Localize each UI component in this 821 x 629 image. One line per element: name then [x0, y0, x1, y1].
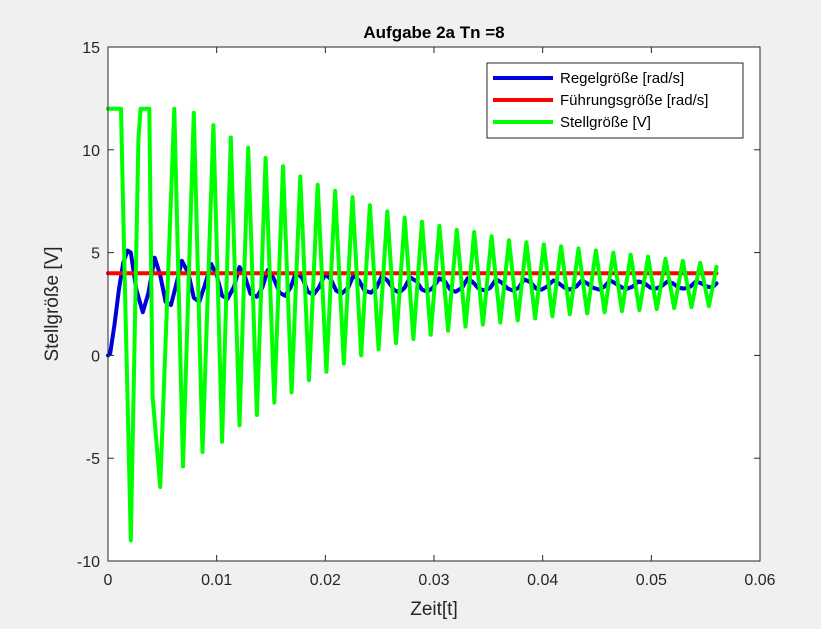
y-tick-label: -10 — [77, 554, 100, 571]
y-tick-label: 0 — [91, 348, 100, 365]
legend-entry-2: Stellgröße [V] — [560, 114, 651, 131]
axes: 0 0.01 0.02 0.03 0.04 0.05 0.06 -10 -5 0 5 10 15 — [77, 40, 776, 589]
y-tick-label: -5 — [86, 451, 100, 468]
y-tick-label: 15 — [82, 40, 100, 57]
x-tick-label: 0.03 — [418, 572, 449, 589]
x-tick-label: 0.05 — [636, 572, 667, 589]
series-layer — [106, 106, 719, 543]
legend-entry-1: Führungsgröße [rad/s] — [560, 92, 708, 109]
series-line-2 — [106, 106, 719, 543]
chart-title: Aufgabe 2a Tn =8 — [363, 23, 504, 42]
x-axis-label: Zeit[t] — [410, 599, 458, 620]
y-tick-label: 5 — [91, 246, 100, 263]
x-tick-label: 0.06 — [744, 572, 775, 589]
legend-entry-0: Regelgröße [rad/s] — [560, 70, 684, 87]
legend: Regelgröße [rad/s] Führungsgröße [rad/s] S… — [486, 62, 744, 139]
x-tick-label: 0.01 — [201, 572, 232, 589]
y-axis-label: Stellgröße [V] — [42, 246, 63, 361]
x-tick-label: 0.04 — [527, 572, 558, 589]
y-tick-label: 10 — [82, 143, 100, 160]
x-tick-label: 0 — [104, 572, 113, 589]
x-tick-label: 0.02 — [310, 572, 341, 589]
